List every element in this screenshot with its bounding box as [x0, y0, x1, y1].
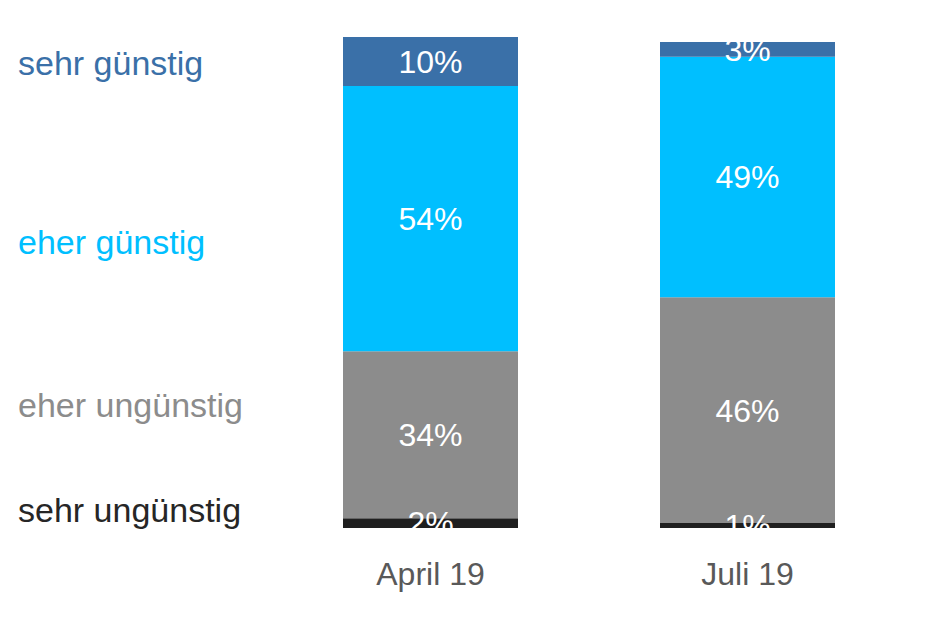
svg-text:1%: 1%	[724, 508, 770, 544]
svg-text:54%: 54%	[398, 201, 462, 237]
svg-text:49%: 49%	[715, 159, 779, 195]
svg-text:April 19: April 19	[376, 556, 485, 592]
html-text:eher günstig: eher günstig	[18, 223, 206, 261]
html-text:sehr ungünstig: sehr ungünstig	[18, 491, 241, 529]
svg-text:3%: 3%	[724, 32, 770, 68]
svg-text:2%: 2%	[407, 505, 453, 541]
svg-text:34%: 34%	[398, 417, 462, 453]
svg-text:10%: 10%	[398, 44, 462, 80]
svg-text:46%: 46%	[715, 393, 779, 429]
html-text:sehr günstig: sehr günstig	[18, 44, 204, 82]
html-text:eher ungünstig: eher ungünstig	[18, 386, 243, 424]
svg-text:Juli 19: Juli 19	[701, 556, 794, 592]
